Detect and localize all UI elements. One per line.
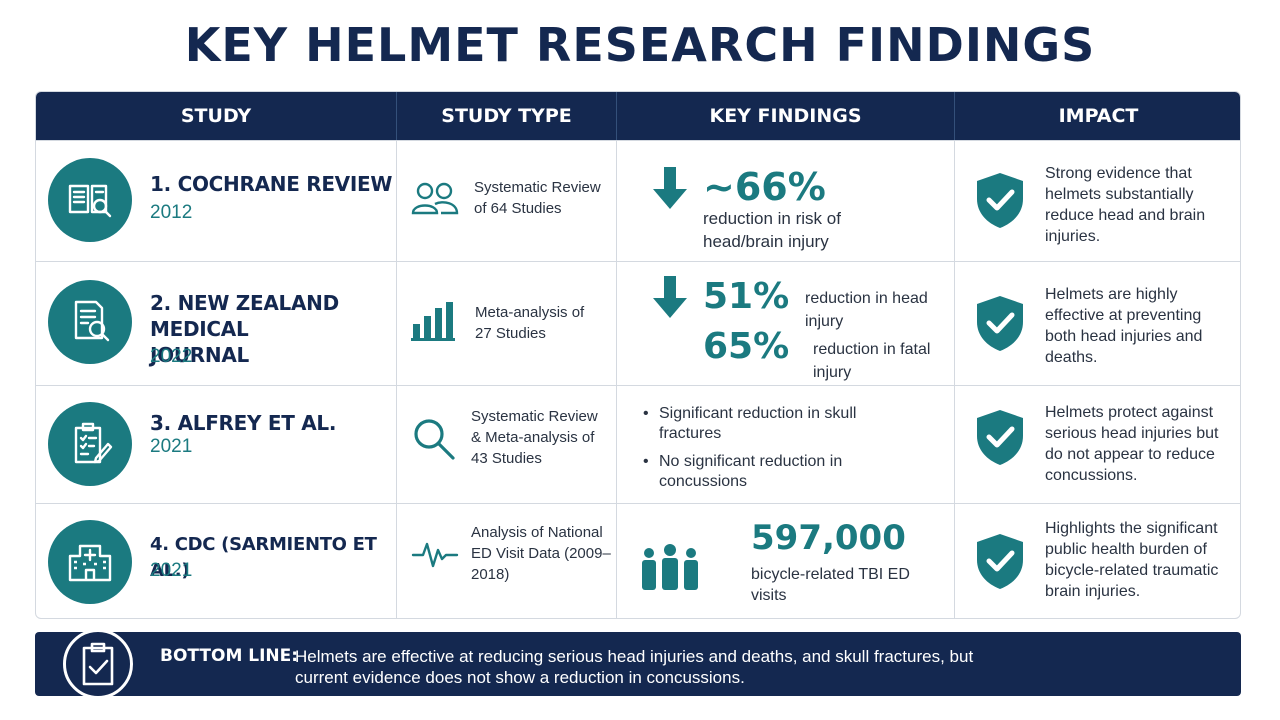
down-arrow-icon (653, 276, 687, 323)
impact-cell: Highlights the significant public health… (955, 504, 1240, 618)
people-icon (411, 179, 459, 224)
impact-text: Helmets are highly effective at preventi… (1045, 286, 1203, 366)
impact-cell: Strong evidence that helmets substantial… (955, 141, 1240, 261)
study-year: 2021 (150, 436, 193, 457)
key-findings-cell: ~66% reduction in risk of head/brain inj… (617, 141, 955, 261)
impact-text: Helmets protect against serious head inj… (1045, 404, 1219, 484)
document-search-icon (48, 280, 132, 364)
key-findings-cell: 597,000 bicycle-related TBI ED visits (617, 504, 955, 618)
impact-text: Strong evidence that helmets substantial… (1045, 165, 1206, 245)
study-cell: 3. ALFREY ET AL. 2021 (36, 386, 397, 503)
shield-check-icon (975, 532, 1025, 595)
study-type-cell: Analysis of National ED Visit Data (2009… (397, 504, 617, 618)
clipboard-edit-icon (48, 402, 132, 486)
study-year: 2022 (150, 346, 193, 367)
shield-check-icon (975, 171, 1025, 234)
finding-bullet: • Significant reduction in skull fractur… (643, 404, 943, 444)
study-type-text: Systematic Review of 64 Studies (474, 179, 601, 217)
findings-bullets: • Significant reduction in skull fractur… (643, 404, 943, 500)
table-row: 2. NEW ZEALAND MEDICAL JOURNAL 2022 Meta… (36, 261, 1240, 385)
impact-cell: Helmets protect against serious head inj… (955, 386, 1240, 503)
shield-check-icon (975, 408, 1025, 471)
study-type-text: Meta-analysis of 27 Studies (475, 304, 585, 342)
header-study-type: STUDY TYPE (397, 92, 617, 140)
book-search-icon (48, 158, 132, 242)
study-name: 1. COCHRANE REVIEW (150, 172, 393, 196)
down-arrow-icon (653, 167, 687, 214)
shield-check-icon (975, 294, 1025, 357)
table-row: 3. ALFREY ET AL. 2021 Systematic Review … (36, 385, 1240, 503)
magnifier-icon (411, 416, 457, 467)
finding-bullet: • No significant reduction in concussion… (643, 452, 943, 492)
finding-value-head: 51% (703, 276, 790, 317)
finding-text: reduction in risk of head/brain injury (703, 209, 841, 251)
key-findings-cell: 51% reduction in head injury 65% reducti… (617, 262, 955, 385)
bottom-line-label: BOTTOM LINE: (160, 646, 299, 666)
bottom-line-text: Helmets are effective at reducing seriou… (295, 647, 974, 687)
study-type-cell: Systematic Review of 64 Studies (397, 141, 617, 261)
finding-value-fatal: 65% (703, 326, 790, 367)
bar-chart-icon (411, 302, 457, 347)
page-title: KEY HELMET RESEARCH FINDINGS (184, 18, 1096, 72)
impact-text: Highlights the significant public health… (1045, 520, 1219, 600)
study-type-cell: Systematic Review & Meta-analysis of 43 … (397, 386, 617, 503)
finding-text-head: reduction in head injury (805, 290, 928, 330)
findings-table: STUDY STUDY TYPE KEY FINDINGS IMPACT 1. … (35, 91, 1241, 619)
finding-text: bicycle-related TBI ED visits (751, 566, 910, 604)
study-year: 2012 (150, 202, 193, 223)
study-name: 3. ALFREY ET AL. (150, 411, 337, 435)
study-type-cell: Meta-analysis of 27 Studies (397, 262, 617, 385)
study-cell: 2. NEW ZEALAND MEDICAL JOURNAL 2022 (36, 262, 397, 385)
header-impact: IMPACT (1058, 105, 1139, 127)
finding-value: 597,000 (751, 518, 906, 558)
finding-value: ~66% (703, 165, 826, 209)
finding-text-fatal: reduction in fatal injury (813, 341, 931, 381)
table-row: 1. COCHRANE REVIEW 2012 Systematic Revie… (36, 140, 1240, 261)
study-cell: 1. COCHRANE REVIEW 2012 (36, 141, 397, 261)
study-year: 2021 (150, 560, 193, 581)
table-header: STUDY STUDY TYPE KEY FINDINGS IMPACT (36, 92, 1240, 140)
study-type-text: Analysis of National ED Visit Data (2009… (471, 524, 611, 583)
header-study: STUDY (36, 92, 397, 140)
bullet-text: Significant reduction in skull fractures (659, 405, 857, 442)
hospital-icon (48, 520, 132, 604)
clipboard-check-icon (63, 629, 133, 699)
study-cell: 4. CDC (SARMIENTO ET AL.) 2021 (36, 504, 397, 618)
table-row: 4. CDC (SARMIENTO ET AL.) 2021 Analysis … (36, 503, 1240, 618)
bullet-text: No significant reduction in concussions (659, 453, 843, 490)
pulse-icon (411, 540, 459, 575)
bullet-icon: • (643, 405, 649, 422)
study-type-text: Systematic Review & Meta-analysis of 43 … (471, 408, 598, 467)
study-name: 4. CDC (SARMIENTO ET AL.) (150, 534, 377, 581)
impact-cell: Helmets are highly effective at preventi… (955, 262, 1240, 385)
key-findings-cell: • Significant reduction in skull fractur… (617, 386, 955, 503)
bottom-line-banner: BOTTOM LINE: Helmets are effective at re… (35, 629, 1241, 699)
group-people-icon (639, 544, 701, 597)
bullet-icon: • (643, 453, 649, 470)
header-key-findings: KEY FINDINGS (617, 92, 955, 140)
study-name: 2. NEW ZEALAND MEDICAL JOURNAL (150, 291, 339, 367)
